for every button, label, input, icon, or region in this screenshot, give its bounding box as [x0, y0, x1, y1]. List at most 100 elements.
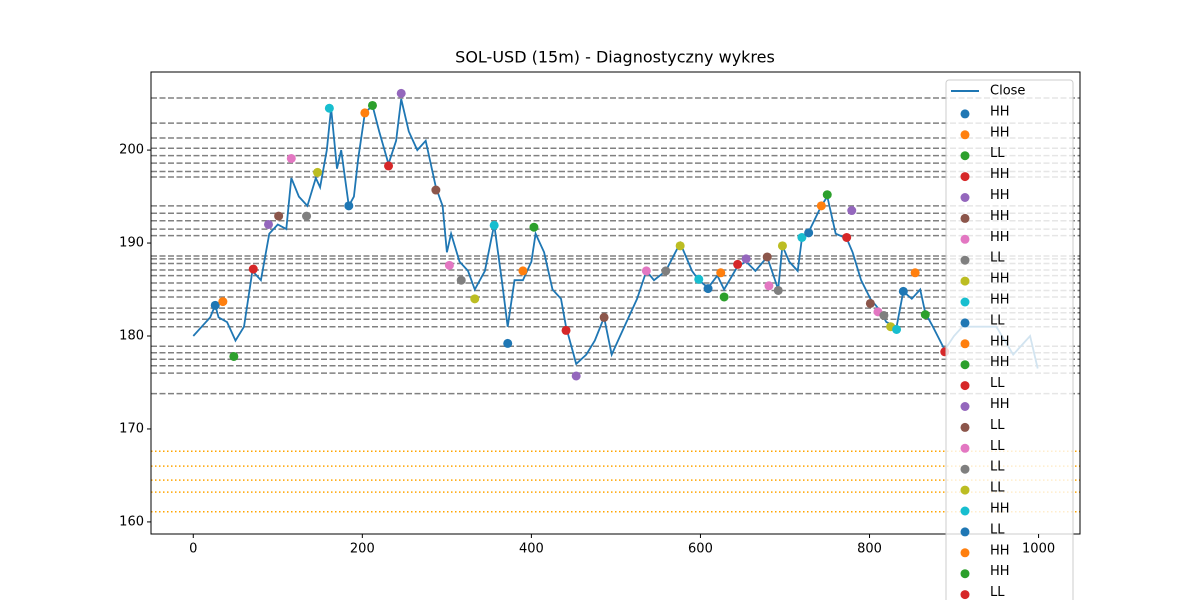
- pivot-point: [898, 286, 908, 296]
- legend-swatch: [960, 172, 970, 182]
- plot-area: [151, 88, 1080, 513]
- pivot-point: [777, 241, 787, 251]
- pivot-point: [529, 222, 539, 232]
- legend: Close HH HH LL HH HH HH HH LL HH HH LL HH HH LL HH LL LL L…: [945, 79, 1074, 600]
- pivot-point: [470, 294, 480, 304]
- pivot-point: [248, 264, 258, 274]
- legend-swatch: [960, 193, 970, 202]
- pivot-point: [599, 312, 609, 322]
- x-tick-label: 1000: [1022, 542, 1055, 557]
- pivot-point: [879, 311, 889, 321]
- legend-swatch: [960, 109, 970, 119]
- pivot-point: [804, 228, 814, 238]
- pivot-point: [313, 167, 323, 177]
- pivot-point: [892, 324, 902, 334]
- x-tick-label: 400: [519, 542, 544, 557]
- pivot-point: [384, 161, 394, 171]
- legend-swatch: [960, 590, 970, 600]
- legend-label: LL: [990, 439, 1005, 454]
- legend-swatch: [960, 381, 970, 391]
- pivot-point: [797, 232, 807, 242]
- pivot-point: [263, 219, 273, 229]
- legend-swatch: [960, 548, 970, 558]
- pivot-point: [396, 88, 406, 98]
- legend-swatch: [960, 464, 970, 474]
- legend-label: LL: [990, 522, 1005, 537]
- legend-swatch: [960, 213, 970, 223]
- legend-swatch: [960, 234, 970, 244]
- pivot-point: [675, 241, 685, 251]
- pivot-point: [367, 100, 377, 110]
- legend-label: LL: [990, 376, 1005, 391]
- legend-label: HH: [990, 293, 1010, 308]
- legend-swatch: [960, 255, 970, 265]
- pivot-point: [344, 201, 354, 211]
- legend-label: HH: [990, 104, 1010, 119]
- pivot-point: [431, 185, 441, 195]
- x-tick-label: 800: [857, 542, 882, 557]
- pivot-point: [764, 281, 774, 291]
- pivot-point: [703, 284, 713, 294]
- pivot-point: [489, 220, 499, 230]
- pivot-point: [661, 266, 671, 276]
- legend-swatch: [960, 339, 970, 349]
- legend-swatch: [960, 276, 970, 286]
- legend-swatch: [960, 506, 970, 516]
- legend-label: HH: [990, 334, 1010, 349]
- pivot-point: [773, 285, 783, 295]
- pivot-point: [719, 292, 729, 302]
- legend-label: Close: [990, 84, 1025, 99]
- legend-label: HH: [990, 167, 1010, 182]
- legend-swatch: [960, 569, 970, 579]
- legend-box: [945, 79, 1074, 600]
- legend-label: LL: [990, 418, 1005, 433]
- pivot-point: [762, 252, 772, 262]
- legend-label: HH: [990, 355, 1010, 370]
- legend-swatch: [960, 130, 970, 140]
- y-tick-label: 190: [119, 236, 144, 251]
- x-tick-label: 0: [189, 542, 197, 557]
- legend-label: LL: [990, 313, 1005, 328]
- legend-swatch: [960, 360, 970, 370]
- pivot-point: [571, 371, 581, 381]
- pivot-point: [822, 190, 832, 200]
- pivot-point: [360, 108, 370, 118]
- pivot-point: [324, 103, 334, 113]
- legend-label: LL: [990, 585, 1005, 600]
- legend-label: HH: [990, 230, 1010, 245]
- legend-swatch: [960, 402, 970, 411]
- legend-label: HH: [990, 564, 1010, 579]
- pivot-point: [286, 153, 296, 163]
- pivot-point: [210, 300, 220, 310]
- legend-label: HH: [990, 397, 1010, 412]
- legend-swatch: [960, 485, 970, 495]
- axes-frame: [150, 71, 1081, 535]
- legend-swatch: [960, 318, 970, 328]
- legend-swatch: [960, 422, 970, 432]
- pivot-point: [920, 310, 930, 320]
- pivot-point: [218, 297, 228, 307]
- legend-label: LL: [990, 481, 1005, 496]
- legend-label: HH: [990, 209, 1010, 224]
- legend-label: LL: [990, 460, 1005, 475]
- x-tick-label: 600: [688, 542, 713, 557]
- pivot-point: [444, 260, 454, 270]
- legend-label: HH: [990, 543, 1010, 558]
- legend-swatch: [960, 151, 970, 161]
- pivot-point: [694, 274, 704, 284]
- pivot-point: [816, 201, 826, 211]
- y-tick-label: 180: [119, 329, 144, 344]
- pivot-point: [847, 206, 857, 216]
- chart-title: SOL-USD (15m) - Diagnostyczny wykres: [455, 48, 775, 67]
- legend-label: HH: [990, 272, 1010, 287]
- y-tick-label: 200: [119, 143, 144, 158]
- pivot-point: [561, 325, 571, 335]
- pivot-point: [716, 268, 726, 278]
- legend-label: HH: [990, 188, 1010, 203]
- pivot-point: [229, 351, 239, 361]
- y-tick-label: 170: [119, 421, 144, 436]
- close-line: [192, 98, 1039, 369]
- pivot-point: [741, 254, 751, 264]
- legend-swatch: [960, 527, 970, 537]
